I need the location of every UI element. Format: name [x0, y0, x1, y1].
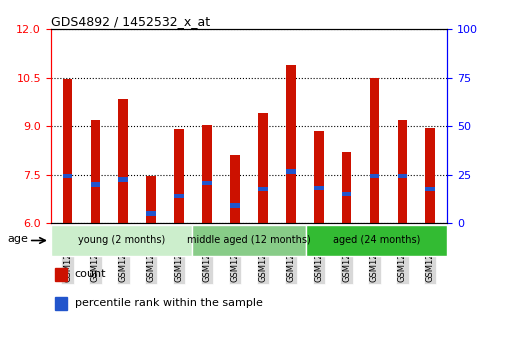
Text: count: count — [75, 269, 106, 280]
Text: GDS4892 / 1452532_x_at: GDS4892 / 1452532_x_at — [51, 15, 210, 28]
Bar — [286, 65, 296, 223]
Text: young (2 months): young (2 months) — [78, 236, 165, 245]
Bar — [174, 129, 184, 223]
Text: age: age — [7, 234, 28, 244]
Bar — [90, 182, 100, 187]
Bar — [425, 187, 435, 191]
Bar — [90, 120, 100, 223]
Text: aged (24 months): aged (24 months) — [333, 236, 420, 245]
Bar — [202, 181, 212, 185]
Bar — [146, 211, 156, 216]
Bar — [202, 125, 212, 223]
Bar — [397, 120, 407, 223]
Bar — [370, 78, 379, 223]
Bar — [286, 170, 296, 174]
Bar — [230, 203, 240, 208]
Bar — [230, 155, 240, 223]
Bar — [342, 192, 352, 196]
Bar — [118, 178, 128, 182]
Text: middle aged (12 months): middle aged (12 months) — [187, 236, 311, 245]
Bar — [193, 225, 305, 256]
Bar — [146, 176, 156, 223]
Bar — [305, 225, 447, 256]
Bar — [62, 79, 73, 223]
Bar — [55, 297, 67, 310]
Bar — [51, 225, 193, 256]
Bar — [314, 185, 324, 190]
Bar — [174, 193, 184, 198]
Bar — [258, 113, 268, 223]
Bar — [397, 174, 407, 179]
Bar — [62, 174, 73, 179]
Bar — [342, 152, 352, 223]
Bar — [314, 131, 324, 223]
Bar — [370, 174, 379, 179]
Bar — [55, 268, 67, 281]
Bar — [425, 128, 435, 223]
Text: percentile rank within the sample: percentile rank within the sample — [75, 298, 263, 309]
Bar — [258, 187, 268, 191]
Bar — [118, 99, 128, 223]
